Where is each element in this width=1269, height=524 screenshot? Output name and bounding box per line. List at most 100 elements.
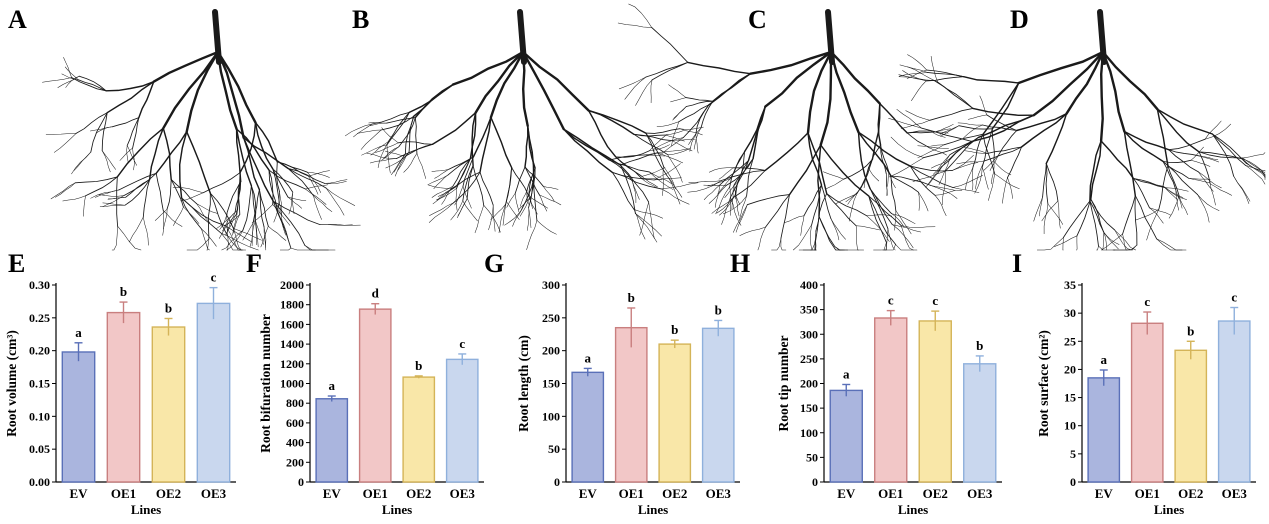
root-strand — [729, 186, 731, 216]
root-strand — [1178, 195, 1188, 215]
root-strand — [641, 167, 666, 177]
root-strand — [703, 184, 721, 200]
root-strand — [624, 76, 647, 100]
root-strand — [183, 206, 200, 224]
panel-label: A — [8, 5, 27, 34]
root-strand — [823, 171, 844, 180]
root-strand — [1007, 177, 1013, 199]
root-strand — [1156, 238, 1183, 251]
root-strand — [1113, 244, 1138, 251]
root-strand — [462, 185, 472, 209]
y-tick-label: 1600 — [280, 317, 304, 331]
root-strand — [272, 200, 321, 226]
root-strand — [106, 80, 155, 114]
root-strand — [235, 172, 241, 215]
root-strand — [868, 195, 887, 243]
root-strand — [1197, 194, 1210, 223]
root-strand — [1146, 208, 1160, 241]
root-strand — [562, 128, 614, 174]
y-axis-label: Root bifuration number — [258, 314, 273, 453]
root-strand — [1101, 231, 1105, 251]
root-strand — [739, 226, 766, 236]
root-strand — [325, 187, 356, 206]
root-strand — [891, 213, 905, 228]
root-strand — [912, 171, 946, 182]
root-strand — [819, 50, 833, 147]
root-strand — [1204, 120, 1222, 140]
root-strand — [639, 201, 649, 236]
bar-oe1 — [106, 311, 141, 483]
bar-oe2 — [151, 326, 186, 483]
root-strand — [457, 198, 468, 218]
root-strand — [898, 72, 928, 77]
root-strand — [793, 224, 812, 251]
root-strand — [287, 167, 327, 189]
root-strand — [1198, 171, 1214, 192]
y-tick-label: 0 — [1070, 475, 1076, 489]
y-tick-label: 400 — [800, 278, 818, 292]
root-strand — [432, 188, 453, 205]
root-strand — [735, 181, 739, 200]
root-strand — [729, 151, 746, 180]
root-strand — [1017, 50, 1105, 85]
root-system-image — [888, 9, 1266, 251]
root-strand — [1098, 245, 1116, 251]
root-strand — [408, 115, 415, 153]
root-strand — [1168, 195, 1180, 219]
root-strand — [657, 148, 689, 153]
root-strand — [892, 224, 914, 249]
root-strand — [263, 226, 267, 251]
root-strand — [162, 210, 183, 227]
root-strand — [952, 162, 979, 171]
root-strand — [956, 160, 985, 165]
root-strand — [933, 80, 974, 109]
root-strand — [1198, 151, 1244, 160]
x-tick-label: EV — [837, 486, 856, 501]
root-strand — [216, 50, 257, 124]
root-strand — [944, 136, 979, 172]
root-strand — [729, 160, 749, 198]
bar-oe1 — [614, 326, 648, 483]
root-strand — [530, 167, 536, 197]
root-strand — [645, 132, 664, 167]
root-strand — [650, 79, 653, 104]
root-strand — [746, 194, 790, 206]
root-strand — [735, 194, 740, 217]
root-strand — [930, 185, 958, 199]
root-strand — [1190, 146, 1204, 161]
root-strand — [668, 84, 687, 98]
root-strand — [1033, 196, 1043, 222]
root-strand — [1246, 163, 1266, 179]
root-strand — [826, 193, 868, 217]
root-strand — [855, 225, 859, 251]
root-strand — [427, 174, 449, 186]
root-strand — [765, 194, 790, 228]
root-strand — [218, 213, 237, 239]
root-strand — [620, 164, 636, 214]
root-strand — [888, 157, 925, 178]
root-strand — [724, 181, 739, 198]
root-strand — [307, 171, 330, 178]
root-strand — [1047, 203, 1064, 225]
root-strand — [902, 70, 927, 82]
root-strand — [934, 190, 956, 196]
root-strand — [943, 133, 984, 146]
root-strand — [394, 151, 410, 177]
root-strand — [242, 136, 275, 203]
root-strand — [524, 166, 540, 196]
root-strand — [196, 203, 218, 214]
panel-label: F — [246, 249, 262, 278]
significance-letter: d — [372, 286, 380, 301]
root-strand — [868, 195, 902, 226]
root-strand — [986, 114, 1018, 131]
root-strand — [441, 185, 454, 205]
root-strand — [107, 197, 126, 200]
root-strand — [152, 50, 220, 83]
y-tick-label: 300 — [800, 327, 818, 341]
root-strand — [1002, 177, 1008, 204]
root-strand — [233, 214, 241, 234]
root-strand — [929, 107, 974, 121]
root-strand — [345, 123, 373, 137]
root-strand — [929, 147, 947, 156]
root-strand — [221, 233, 259, 251]
